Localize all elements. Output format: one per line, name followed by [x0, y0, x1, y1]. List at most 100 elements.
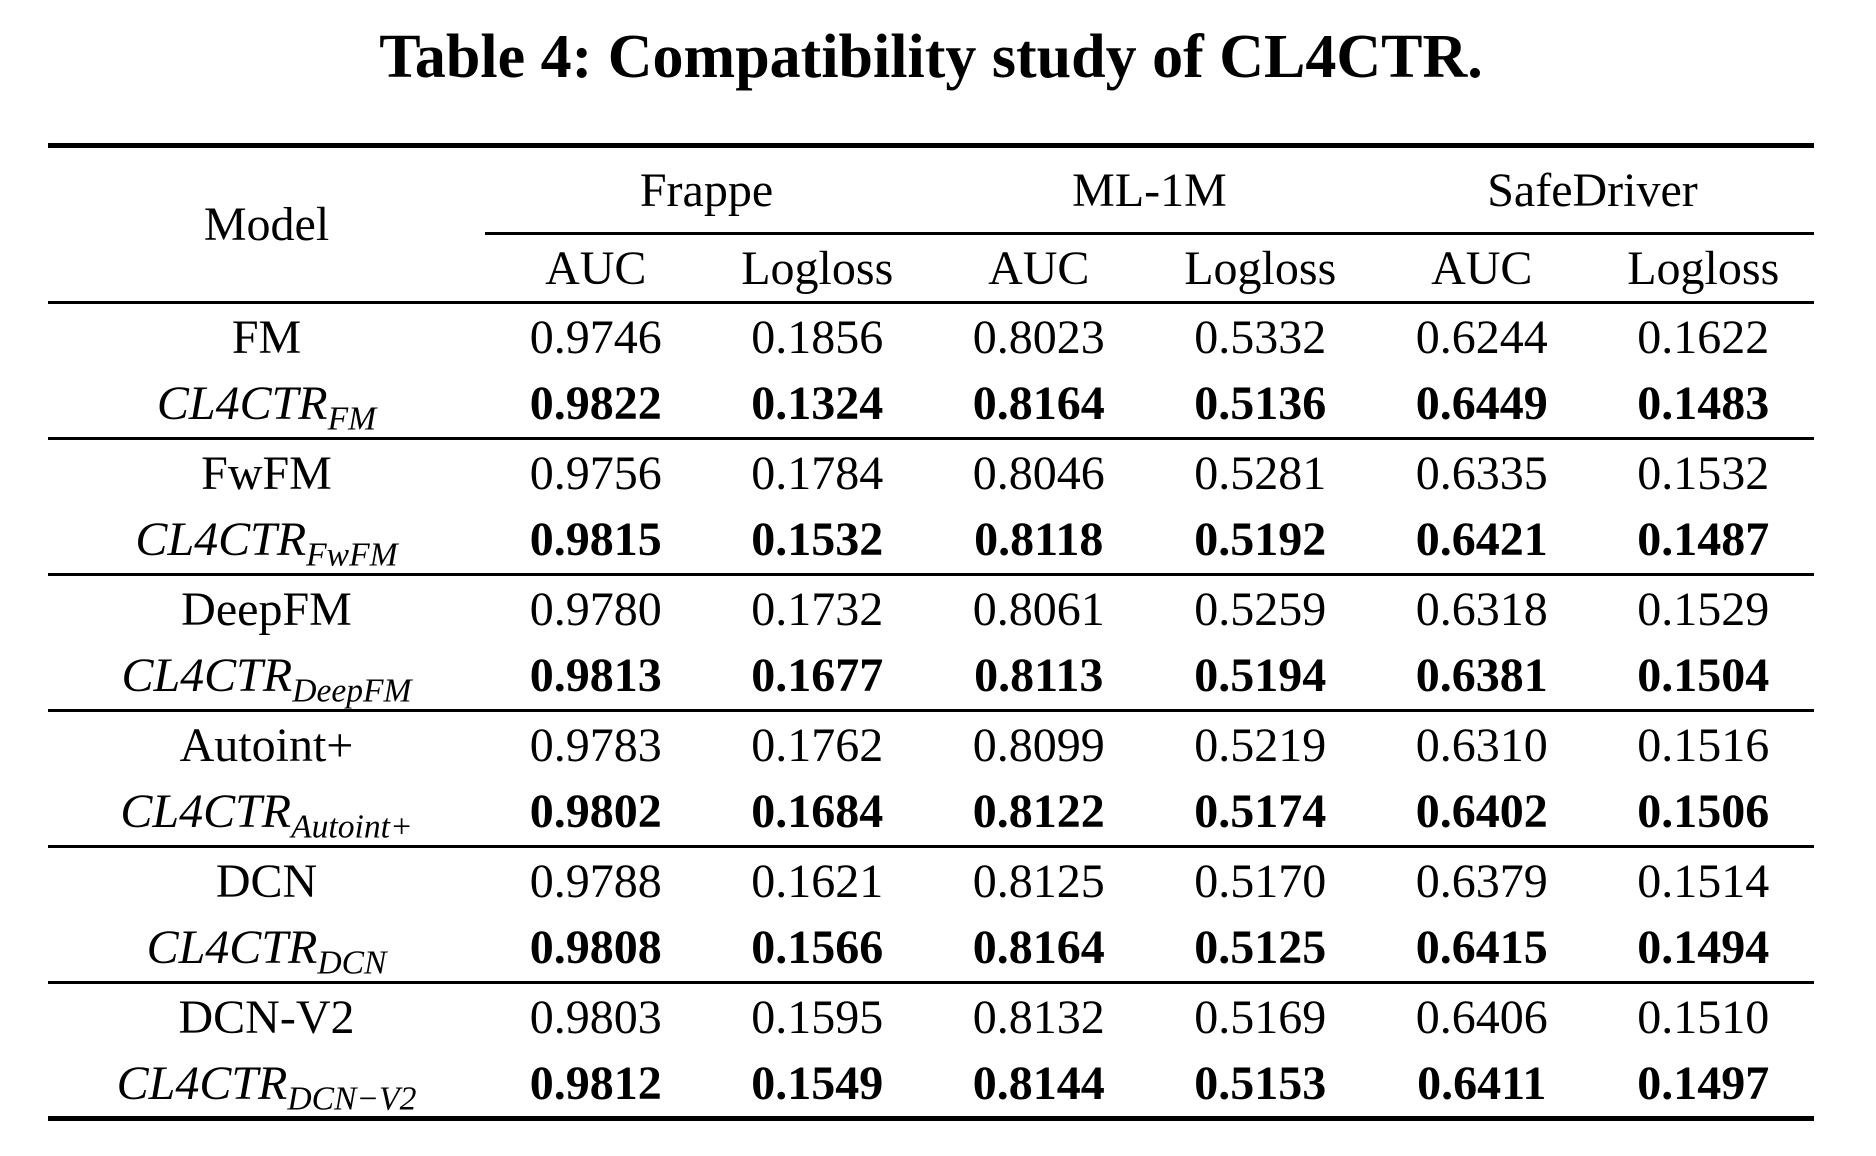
value-cell: 0.1732 [751, 582, 884, 636]
value-cell: 0.8099 [972, 718, 1105, 772]
value-cell: 0.9780 [529, 582, 662, 636]
model-cell: FwFM [201, 446, 332, 500]
value-cell: 0.9802 [485, 778, 707, 848]
value-cell: 0.1487 [1592, 506, 1814, 576]
value-cell: 0.9822 [485, 370, 707, 440]
value-cell: 0.1504 [1592, 642, 1814, 712]
value-cell: 0.9813 [485, 642, 707, 712]
value-cell: 0.6318 [1415, 582, 1548, 636]
table-row: DeepFM 0.9780 0.1732 0.8061 0.5259 0.6318 0.15… [48, 575, 1814, 643]
value-cell: 0.1762 [751, 718, 884, 772]
value-cell: 0.1497 [1637, 1056, 1770, 1110]
value-cell: 0.9815 [485, 506, 707, 576]
value-cell: 0.8061 [972, 582, 1105, 636]
value-cell: 0.8122 [928, 778, 1150, 848]
value-cell: 0.9803 [529, 990, 662, 1044]
model-cell: CL4CTRDCN−V2 [116, 1056, 417, 1118]
value-cell: 0.1784 [751, 446, 884, 500]
value-cell: 0.6244 [1415, 310, 1548, 364]
table-row: DCN-V2 0.9803 0.1595 0.8132 0.5169 0.6406 0.15… [48, 983, 1814, 1051]
model-cell: CL4CTRDeepFM [48, 642, 485, 712]
value-cell: 0.8164 [928, 914, 1150, 984]
table-header: Model Frappe ML-1M SafeDriver AUC Loglos… [48, 145, 1814, 304]
value-cell: 0.8023 [972, 310, 1105, 364]
value-cell: 0.1621 [751, 854, 884, 908]
value-cell: 0.6310 [1415, 718, 1548, 772]
value-cell: 0.1506 [1592, 778, 1814, 848]
table-body: FM 0.9746 0.1856 0.8023 0.5332 0.6244 0.1622 CL… [48, 303, 1814, 1119]
table-row: CL4CTRDeepFM 0.9813 0.1677 0.8113 0.5194 0.63… [48, 642, 1814, 712]
value-cell: 0.5332 [1194, 310, 1327, 364]
value-cell: 0.1532 [1637, 446, 1770, 500]
value-cell: 0.8132 [972, 990, 1105, 1044]
value-cell: 0.6411 [1417, 1056, 1547, 1110]
value-cell: 0.5169 [1194, 990, 1327, 1044]
value-cell: 0.6335 [1415, 446, 1548, 500]
value-cell: 0.5192 [1149, 506, 1371, 576]
value-cell: 0.1516 [1637, 718, 1770, 772]
table-row: CL4CTRFwFM 0.9815 0.1532 0.8118 0.5192 0.6421… [48, 506, 1814, 576]
value-cell: 0.1324 [706, 370, 928, 440]
model-cell: CL4CTRDCN [48, 914, 485, 984]
value-cell: 0.9746 [529, 310, 662, 364]
value-cell: 0.6406 [1415, 990, 1548, 1044]
value-cell: 0.9808 [485, 914, 707, 984]
table-row: CL4CTRAutoint+ 0.9802 0.1684 0.8122 0.5174 0.… [48, 778, 1814, 848]
model-cell: CL4CTRFM [48, 370, 485, 440]
value-cell: 0.8125 [972, 854, 1105, 908]
value-cell: 0.1595 [751, 990, 884, 1044]
value-cell: 0.1566 [706, 914, 928, 984]
value-cell: 0.1529 [1637, 582, 1770, 636]
table-row: CL4CTRDCN−V2 0.9812 0.1549 0.8144 0.5153 0.64… [48, 1051, 1814, 1119]
value-cell: 0.5194 [1149, 642, 1371, 712]
model-cell: DCN [215, 854, 318, 908]
value-cell: 0.6415 [1371, 914, 1593, 984]
column-group-ml1m: ML-1M [928, 145, 1371, 235]
value-cell: 0.1677 [706, 642, 928, 712]
value-cell: 0.8164 [928, 370, 1150, 440]
value-cell: 0.8046 [972, 446, 1105, 500]
metric-header-row: AUC Logloss AUC Logloss AUC Logloss [48, 233, 1814, 304]
value-cell: 0.6402 [1371, 778, 1593, 848]
column-header-frappe-auc: AUC [485, 233, 707, 304]
table-caption: Table 4: Compatibility study of CL4CTR. [379, 23, 1483, 91]
model-cell: Autoint+ [179, 718, 354, 772]
value-cell: 0.1622 [1637, 310, 1770, 364]
value-cell: 0.9788 [529, 854, 662, 908]
value-cell: 0.5174 [1149, 778, 1371, 848]
value-cell: 0.1494 [1592, 914, 1814, 984]
value-cell: 0.5259 [1194, 582, 1327, 636]
value-cell: 0.6449 [1371, 370, 1593, 440]
value-cell: 0.5153 [1194, 1056, 1327, 1110]
value-cell: 0.1510 [1637, 990, 1770, 1044]
model-cell: FM [231, 310, 302, 364]
table-row: FM 0.9746 0.1856 0.8023 0.5332 0.6244 0.1622 [48, 303, 1814, 371]
value-cell: 0.5125 [1149, 914, 1371, 984]
dataset-group-header-row: Model Frappe ML-1M SafeDriver [48, 145, 1814, 304]
value-cell: 0.1483 [1592, 370, 1814, 440]
table-row: Autoint+ 0.9783 0.1762 0.8099 0.5219 0.6310 0.… [48, 711, 1814, 779]
value-cell: 0.5219 [1194, 718, 1327, 772]
column-header-safedriver-logloss: Logloss [1592, 233, 1814, 304]
value-cell: 0.9783 [529, 718, 662, 772]
value-cell: 0.5281 [1194, 446, 1327, 500]
value-cell: 0.6381 [1371, 642, 1593, 712]
table-row: DCN 0.9788 0.1621 0.8125 0.5170 0.6379 0.1514 [48, 847, 1814, 915]
value-cell: 0.5136 [1149, 370, 1371, 440]
value-cell: 0.9812 [529, 1056, 662, 1110]
table-row: FwFM 0.9756 0.1784 0.8046 0.5281 0.6335 0.1532 [48, 439, 1814, 507]
column-group-frappe: Frappe [485, 145, 928, 235]
value-cell: 0.6421 [1371, 506, 1593, 576]
value-cell: 0.8113 [928, 642, 1150, 712]
results-table: Model Frappe ML-1M SafeDriver AUC Loglos… [48, 143, 1814, 1121]
table-row: CL4CTRDCN 0.9808 0.1566 0.8164 0.5125 0.6415 0… [48, 914, 1814, 984]
column-group-safedriver: SafeDriver [1371, 145, 1814, 235]
value-cell: 0.1532 [706, 506, 928, 576]
model-cell: DCN-V2 [178, 990, 355, 1044]
model-cell: CL4CTRFwFM [48, 506, 485, 576]
table-row: CL4CTRFM 0.9822 0.1324 0.8164 0.5136 0.6449 0.… [48, 370, 1814, 440]
model-cell: DeepFM [181, 582, 352, 636]
value-cell: 0.1549 [751, 1056, 884, 1110]
value-cell: 0.9756 [529, 446, 662, 500]
